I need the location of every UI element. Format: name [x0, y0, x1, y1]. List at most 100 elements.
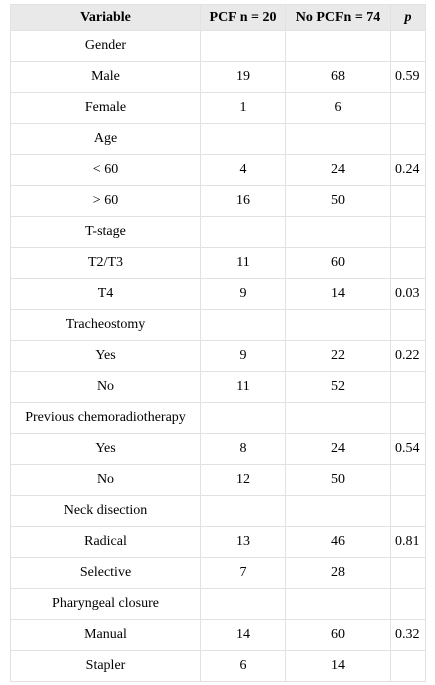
- table-cell: [390, 557, 426, 589]
- table-cell: 68: [285, 61, 391, 93]
- table-row: Neck disection: [10, 495, 426, 527]
- table-cell: Male: [10, 61, 201, 93]
- table-cell: 0.54: [390, 433, 426, 465]
- table-row: Gender: [10, 30, 426, 62]
- table-cell: [285, 123, 391, 155]
- table-cell: [390, 464, 426, 496]
- table-cell: Neck disection: [10, 495, 201, 527]
- header-row: Variable PCF n = 20 No PCFn = 74 p: [10, 4, 426, 31]
- table-cell: 50: [285, 464, 391, 496]
- data-table: Variable PCF n = 20 No PCFn = 74 p Gende…: [10, 4, 426, 682]
- table-row: Pharyngeal closure: [10, 588, 426, 620]
- table-cell: [200, 30, 286, 62]
- table-cell: [285, 588, 391, 620]
- table-cell: 14: [285, 278, 391, 310]
- table-cell: [390, 402, 426, 434]
- table-cell: T2/T3: [10, 247, 201, 279]
- table-cell: 13: [200, 526, 286, 558]
- table-cell: [390, 247, 426, 279]
- table-cell: [200, 216, 286, 248]
- table-cell: 0.59: [390, 61, 426, 93]
- table-cell: < 60: [10, 154, 201, 186]
- table-cell: [390, 92, 426, 124]
- table-cell: Yes: [10, 340, 201, 372]
- table-row: Yes 9 22 0.22: [10, 340, 426, 372]
- table-cell: Radical: [10, 526, 201, 558]
- table-cell: Gender: [10, 30, 201, 62]
- table-cell: 11: [200, 247, 286, 279]
- header-cell: Variable: [10, 4, 201, 31]
- table-cell: [285, 30, 391, 62]
- table-cell: 60: [285, 247, 391, 279]
- table-row: Stapler 6 14: [10, 650, 426, 682]
- table-cell: 4: [200, 154, 286, 186]
- table-cell: [390, 588, 426, 620]
- table-row: Selective 7 28: [10, 557, 426, 589]
- table-cell: [390, 309, 426, 341]
- table-cell: 6: [285, 92, 391, 124]
- table-row: No 12 50: [10, 464, 426, 496]
- table-cell: 46: [285, 526, 391, 558]
- table-row: No 11 52: [10, 371, 426, 403]
- table-cell: [390, 371, 426, 403]
- table-cell: [390, 216, 426, 248]
- table-cell: 14: [285, 650, 391, 682]
- table-cell: [200, 402, 286, 434]
- table-cell: [390, 123, 426, 155]
- table-row: Male 19 68 0.59: [10, 61, 426, 93]
- header-cell: No PCFn = 74: [285, 4, 391, 31]
- table-cell: 16: [200, 185, 286, 217]
- table-cell: 22: [285, 340, 391, 372]
- table-cell: [285, 402, 391, 434]
- table-cell: 24: [285, 154, 391, 186]
- table-cell: > 60: [10, 185, 201, 217]
- table-cell: [200, 309, 286, 341]
- table-cell: 1: [200, 92, 286, 124]
- table-cell: 60: [285, 619, 391, 651]
- table-cell: 24: [285, 433, 391, 465]
- table-cell: [200, 123, 286, 155]
- table-row: Age: [10, 123, 426, 155]
- table-cell: 50: [285, 185, 391, 217]
- table-cell: 0.32: [390, 619, 426, 651]
- table-cell: 8: [200, 433, 286, 465]
- table-cell: 28: [285, 557, 391, 589]
- table-cell: 12: [200, 464, 286, 496]
- table-cell: [200, 495, 286, 527]
- table-cell: [390, 185, 426, 217]
- table-row: Previous chemoradiotherapy: [10, 402, 426, 434]
- table-cell: [390, 495, 426, 527]
- table-cell: Tracheostomy: [10, 309, 201, 341]
- table-row: Yes 8 24 0.54: [10, 433, 426, 465]
- table-cell: 11: [200, 371, 286, 403]
- header-cell: PCF n = 20: [200, 4, 286, 31]
- table-row: < 60 4 24 0.24: [10, 154, 426, 186]
- table-body: Gender Male 19 68 0.59 Female 1 6 Age < 60 4 24 0.24…: [10, 30, 426, 682]
- table-cell: [285, 495, 391, 527]
- table-cell: No: [10, 464, 201, 496]
- table-cell: [285, 216, 391, 248]
- table-row: > 60 16 50: [10, 185, 426, 217]
- table-row: T-stage: [10, 216, 426, 248]
- table-row: T2/T3 11 60: [10, 247, 426, 279]
- table-cell: [390, 30, 426, 62]
- table-cell: 52: [285, 371, 391, 403]
- table-row: T4 9 14 0.03: [10, 278, 426, 310]
- table-cell: 0.81: [390, 526, 426, 558]
- table-cell: 0.22: [390, 340, 426, 372]
- table-row: Tracheostomy: [10, 309, 426, 341]
- table-cell: 7: [200, 557, 286, 589]
- table-row: Manual 14 60 0.32: [10, 619, 426, 651]
- table-cell: Stapler: [10, 650, 201, 682]
- table-cell: Manual: [10, 619, 201, 651]
- table-row: Radical 13 46 0.81: [10, 526, 426, 558]
- table-cell: [200, 588, 286, 620]
- table-cell: T4: [10, 278, 201, 310]
- table-cell: Female: [10, 92, 201, 124]
- table-cell: [390, 650, 426, 682]
- table-cell: [285, 309, 391, 341]
- table-cell: No: [10, 371, 201, 403]
- table-cell: 9: [200, 278, 286, 310]
- table-cell: 0.03: [390, 278, 426, 310]
